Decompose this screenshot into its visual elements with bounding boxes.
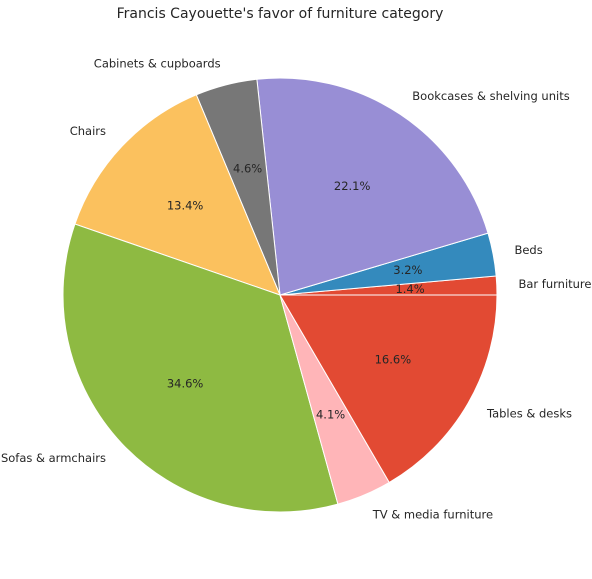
slice-label-tables-and-desks: Tables & desks <box>486 406 572 420</box>
slice-label-beds: Beds <box>514 243 542 257</box>
slice-label-cabinets-and-cupboards: Cabinets & cupboards <box>94 56 221 70</box>
slice-label-bar-furniture: Bar furniture <box>518 277 591 291</box>
pct-label-tv-and-media-furniture: 4.1% <box>316 407 345 421</box>
chart-title: Francis Cayouette's favor of furniture c… <box>117 6 444 22</box>
pie-slice-bookcases-and-shelving-units <box>256 77 489 296</box>
pie-slice-sofas-and-armchairs <box>62 223 339 513</box>
pie-slice-tables-and-desks <box>279 294 498 484</box>
pie-slice-chairs <box>74 94 281 296</box>
pie-labels: Bar furniture 1.4% Beds 3.2% Bookcases & she… <box>1 56 592 521</box>
pct-label-cabinets-and-cupboards: 4.6% <box>233 161 262 175</box>
pct-label-chairs: 13.4% <box>167 198 204 212</box>
slice-label-chairs: Chairs <box>70 124 106 138</box>
slice-label-tv-and-media-furniture: TV & media furniture <box>372 507 493 521</box>
pie-slices <box>62 77 498 513</box>
pct-label-bar-furniture: 1.4% <box>395 282 424 296</box>
pct-label-tables-and-desks: 16.6% <box>375 352 412 366</box>
pct-label-bookcases-and-shelving-units: 22.1% <box>334 179 371 193</box>
pct-label-sofas-and-armchairs: 34.6% <box>167 377 204 391</box>
pct-label-beds: 3.2% <box>393 263 422 277</box>
slice-label-sofas-and-armchairs: Sofas & armchairs <box>1 451 106 465</box>
slice-label-bookcases-and-shelving-units: Bookcases & shelving units <box>412 89 569 103</box>
